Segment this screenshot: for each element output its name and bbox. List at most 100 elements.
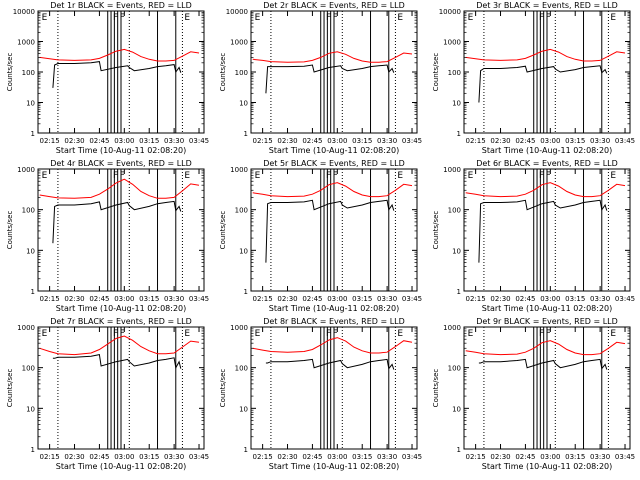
y-tick-label: 10 bbox=[26, 247, 35, 255]
lld-series-line bbox=[252, 337, 413, 354]
x-tick-label: 03:30 bbox=[590, 295, 610, 303]
x-tick-label: 03:15 bbox=[139, 137, 159, 145]
x-tick-label: 02:45 bbox=[515, 453, 535, 461]
x-tick-label: 03:30 bbox=[164, 137, 184, 145]
x-tick-label: 02:45 bbox=[515, 137, 535, 145]
x-tick-label: 02:15 bbox=[466, 453, 486, 461]
lld-series-line bbox=[465, 340, 626, 356]
x-tick-label: 03:00 bbox=[114, 295, 134, 303]
flag-label: F bbox=[326, 13, 331, 23]
flag-label: E bbox=[42, 329, 48, 339]
flag-label: E bbox=[255, 171, 261, 181]
plot-frame bbox=[250, 326, 418, 450]
x-axis-label: Start Time (10-Aug-11 02:08:20) bbox=[269, 462, 400, 471]
chart-panel: E F F E 1 10 100 1000 02:15 02:30 02:45 03:00 03:15 0… bbox=[6, 317, 209, 471]
y-axis-label: Counts/sec bbox=[432, 369, 440, 408]
y-tick-label: 100 bbox=[235, 69, 248, 77]
x-axis-label: Start Time (10-Aug-11 02:08:20) bbox=[482, 146, 613, 155]
x-tick-label: 03:15 bbox=[139, 453, 159, 461]
x-tick-label: 03:30 bbox=[377, 453, 397, 461]
x-axis-label: Start Time (10-Aug-11 02:08:20) bbox=[56, 462, 187, 471]
flag-label: F bbox=[120, 171, 125, 181]
y-axis-label: Counts/sec bbox=[6, 369, 14, 408]
x-tick-label: 03:00 bbox=[540, 137, 560, 145]
y-axis-label: Counts/sec bbox=[432, 53, 440, 92]
x-tick-label: 03:30 bbox=[377, 137, 397, 145]
x-tick-label: 02:30 bbox=[490, 137, 510, 145]
y-tick-label: 10 bbox=[239, 405, 248, 413]
x-tick-label: 03:45 bbox=[615, 453, 635, 461]
x-tick-label: 02:15 bbox=[253, 295, 273, 303]
y-tick-label: 100 bbox=[448, 365, 461, 373]
flag-label: F bbox=[113, 171, 118, 181]
y-tick-label: 1000 bbox=[230, 39, 248, 47]
flag-label: E bbox=[42, 13, 48, 23]
x-tick-label: 03:00 bbox=[540, 295, 560, 303]
y-tick-label: 1 bbox=[31, 130, 35, 138]
plot-frame bbox=[463, 168, 631, 292]
flag-label: F bbox=[546, 329, 551, 339]
chart-title: Det 8r BLACK = Events, RED = LLD bbox=[263, 317, 405, 326]
x-tick-label: 03:15 bbox=[352, 453, 372, 461]
flag-label: E bbox=[184, 13, 190, 23]
flag-label: F bbox=[326, 329, 331, 339]
y-tick-label: 100 bbox=[448, 207, 461, 215]
x-tick-label: 03:45 bbox=[615, 137, 635, 145]
flag-label: E bbox=[468, 13, 474, 23]
x-tick-label: 02:30 bbox=[277, 453, 297, 461]
lld-series-line bbox=[465, 182, 626, 198]
x-tick-label: 03:00 bbox=[327, 295, 347, 303]
chart-panel: E F F E 1 10 100 1000 10000 02:15 02:30 02:45 03:00 0… bbox=[6, 1, 209, 155]
x-tick-label: 02:30 bbox=[277, 137, 297, 145]
flag-label: F bbox=[333, 329, 338, 339]
x-tick-label: 03:15 bbox=[139, 295, 159, 303]
y-tick-label: 1000 bbox=[443, 166, 461, 174]
flag-label: F bbox=[113, 13, 118, 23]
x-tick-label: 02:45 bbox=[515, 295, 535, 303]
lld-series-line bbox=[39, 48, 200, 62]
x-tick-label: 03:45 bbox=[189, 295, 209, 303]
x-tick-label: 03:30 bbox=[590, 453, 610, 461]
flag-label: E bbox=[397, 329, 403, 339]
y-tick-label: 100 bbox=[22, 69, 35, 77]
x-tick-label: 03:15 bbox=[352, 137, 372, 145]
chart-title: Det 4r BLACK = Events, RED = LLD bbox=[50, 159, 192, 168]
chart-panel: E F F E 1 10 100 1000 02:15 02:30 02:45 03:00 03:15 0… bbox=[432, 317, 635, 471]
lld-series-line bbox=[252, 51, 413, 63]
x-tick-label: 02:15 bbox=[466, 295, 486, 303]
x-tick-label: 02:45 bbox=[302, 453, 322, 461]
y-tick-label: 100 bbox=[235, 207, 248, 215]
x-tick-label: 02:30 bbox=[64, 295, 84, 303]
y-tick-label: 1 bbox=[31, 446, 35, 454]
flag-label: E bbox=[255, 13, 261, 23]
events-series-line bbox=[478, 358, 608, 370]
y-tick-label: 1 bbox=[457, 130, 461, 138]
flag-label: E bbox=[610, 13, 616, 23]
flag-label: F bbox=[326, 171, 331, 181]
flag-label: F bbox=[120, 13, 125, 23]
events-series-line bbox=[265, 358, 395, 370]
y-tick-label: 10000 bbox=[226, 8, 248, 16]
x-tick-label: 03:15 bbox=[565, 137, 585, 145]
chart-panel: E F F E 1 10 100 1000 02:15 02:30 02:45 03:00 03:15 0… bbox=[219, 159, 422, 313]
lld-series-line bbox=[465, 48, 626, 62]
x-tick-label: 03:30 bbox=[164, 295, 184, 303]
flag-label: E bbox=[397, 13, 403, 23]
x-tick-label: 03:00 bbox=[327, 137, 347, 145]
x-tick-label: 03:15 bbox=[352, 295, 372, 303]
x-tick-label: 02:45 bbox=[302, 137, 322, 145]
y-tick-label: 100 bbox=[448, 69, 461, 77]
y-tick-label: 1000 bbox=[17, 324, 35, 332]
chart-panel: E F F E 1 10 100 1000 10000 02:15 02:30 02:45 03:00 0… bbox=[432, 1, 635, 155]
chart-panel: E F F E 1 10 100 1000 02:15 02:30 02:45 03:00 03:15 0… bbox=[432, 159, 635, 313]
flag-label: F bbox=[120, 329, 125, 339]
x-tick-label: 03:00 bbox=[327, 453, 347, 461]
plot-frame bbox=[463, 326, 631, 450]
y-tick-label: 1 bbox=[244, 288, 248, 296]
y-tick-label: 10 bbox=[26, 405, 35, 413]
x-tick-label: 03:45 bbox=[189, 453, 209, 461]
x-tick-label: 02:15 bbox=[40, 295, 60, 303]
chart-title: Det 9r BLACK = Events, RED = LLD bbox=[476, 317, 618, 326]
x-tick-label: 03:30 bbox=[590, 137, 610, 145]
